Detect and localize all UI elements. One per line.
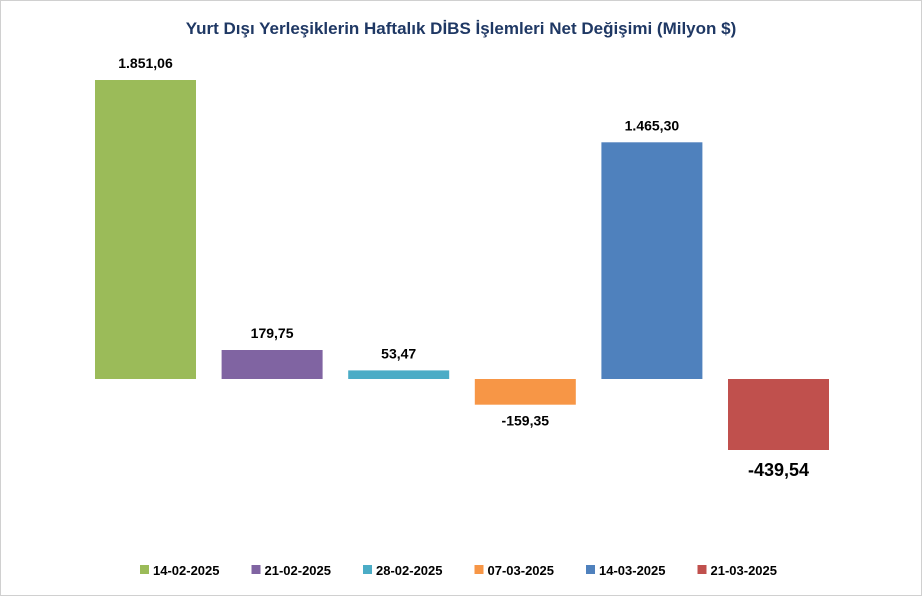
- bar-14-02-2025: [95, 80, 196, 379]
- legend-label: 14-02-2025: [153, 563, 220, 578]
- legend-swatch: [140, 565, 149, 574]
- data-label-21-02-2025: 179,75: [251, 325, 294, 341]
- legend-label: 21-02-2025: [265, 563, 332, 578]
- bar-07-03-2025: [474, 379, 576, 405]
- data-label-14-03-2025: 1.465,30: [625, 117, 680, 133]
- legend-item-28-02-2025: 28-02-2025: [363, 563, 443, 578]
- legend-swatch: [474, 565, 484, 574]
- bars-group: [95, 80, 829, 450]
- bar-28-02-2025: [348, 370, 450, 379]
- data-label-21-03-2025: -439,54: [748, 460, 809, 480]
- legend-item-21-03-2025: 21-03-2025: [697, 563, 778, 578]
- chart-title: Yurt Dışı Yerleşiklerin Haftalık DİBS İş…: [186, 19, 737, 38]
- legend-swatch: [363, 565, 372, 574]
- bar-21-02-2025: [221, 350, 323, 379]
- legend-item-14-03-2025: 14-03-2025: [586, 563, 666, 578]
- legend-item-07-03-2025: 07-03-2025: [474, 563, 555, 578]
- bar-21-03-2025: [728, 379, 829, 450]
- legend-swatch: [697, 565, 707, 574]
- legend-item-14-02-2025: 14-02-2025: [140, 563, 220, 578]
- legend-label: 21-03-2025: [711, 563, 778, 578]
- legend-item-21-02-2025: 21-02-2025: [251, 563, 332, 578]
- data-label-07-03-2025: -159,35: [502, 413, 550, 429]
- legend-swatch: [251, 565, 261, 574]
- legend-label: 28-02-2025: [376, 563, 443, 578]
- legend-swatch: [586, 565, 595, 574]
- data-label-14-02-2025: 1.851,06: [118, 55, 173, 71]
- bar-14-03-2025: [601, 142, 703, 379]
- data-labels-group: 1.851,06 179,75 53,47 -159,35 1.465,30 -439,5…: [118, 55, 809, 480]
- data-label-28-02-2025: 53,47: [381, 345, 416, 361]
- legend: 14-02-2025 21-02-2025 28-02-2025 07-03-2025…: [140, 563, 777, 578]
- legend-label: 14-03-2025: [599, 563, 666, 578]
- legend-label: 07-03-2025: [488, 563, 555, 578]
